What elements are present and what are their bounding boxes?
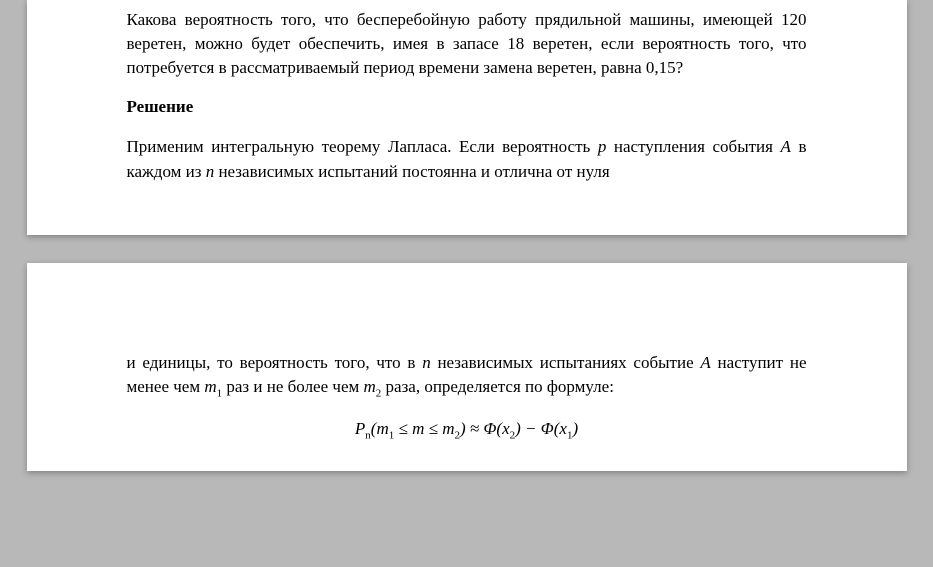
text-fragment: и единицы, то вероятность того, что в — [127, 353, 423, 372]
variable-m2: m — [364, 377, 376, 396]
text-fragment: раза, определяется по формуле: — [381, 377, 614, 396]
problem-statement: Какова вероятность того, что бесперебойн… — [127, 8, 807, 79]
variable-A: A — [700, 353, 710, 372]
formula-mid: ) − — [515, 419, 541, 438]
formula-m1: m — [376, 419, 388, 438]
solution-continuation: и единицы, то вероятность того, что в n … — [127, 351, 807, 403]
variable-m1: m — [204, 377, 216, 396]
variable-n: n — [422, 353, 431, 372]
formula-m: m — [412, 419, 424, 438]
text-fragment: наступления события — [606, 137, 780, 156]
text-fragment: независимых испытаний постоянна и отличн… — [214, 162, 609, 181]
formula-x1: x — [559, 419, 567, 438]
text-fragment: независимых испытаниях событие — [431, 353, 701, 372]
text-fragment: раз и не более чем — [222, 377, 363, 396]
variable-n: n — [206, 162, 215, 181]
formula-end: ) — [572, 419, 578, 438]
solution-heading: Решение — [127, 97, 807, 117]
document-page-2: и единицы, то вероятность того, что в n … — [27, 263, 907, 471]
formula-Phi1: Φ( — [483, 419, 502, 438]
formula-P: P — [355, 419, 365, 438]
formula-le2: ≤ — [424, 419, 442, 438]
text-fragment: Применим интегральную теорему Лапласа. Е… — [127, 137, 598, 156]
formula-x2: x — [502, 419, 510, 438]
document-page-1: Какова вероятность того, что бесперебойн… — [27, 0, 907, 235]
formula-le1: ≤ — [394, 419, 412, 438]
formula-m2: m — [442, 419, 454, 438]
variable-A: A — [781, 137, 791, 156]
formula-laplace: Pn(m1 ≤ m ≤ m2) ≈ Φ(x2) − Φ(x1) — [127, 419, 807, 441]
formula-approx: ≈ — [466, 419, 484, 438]
solution-intro: Применим интегральную теорему Лапласа. Е… — [127, 135, 807, 184]
formula-Phi2: Φ( — [541, 419, 560, 438]
